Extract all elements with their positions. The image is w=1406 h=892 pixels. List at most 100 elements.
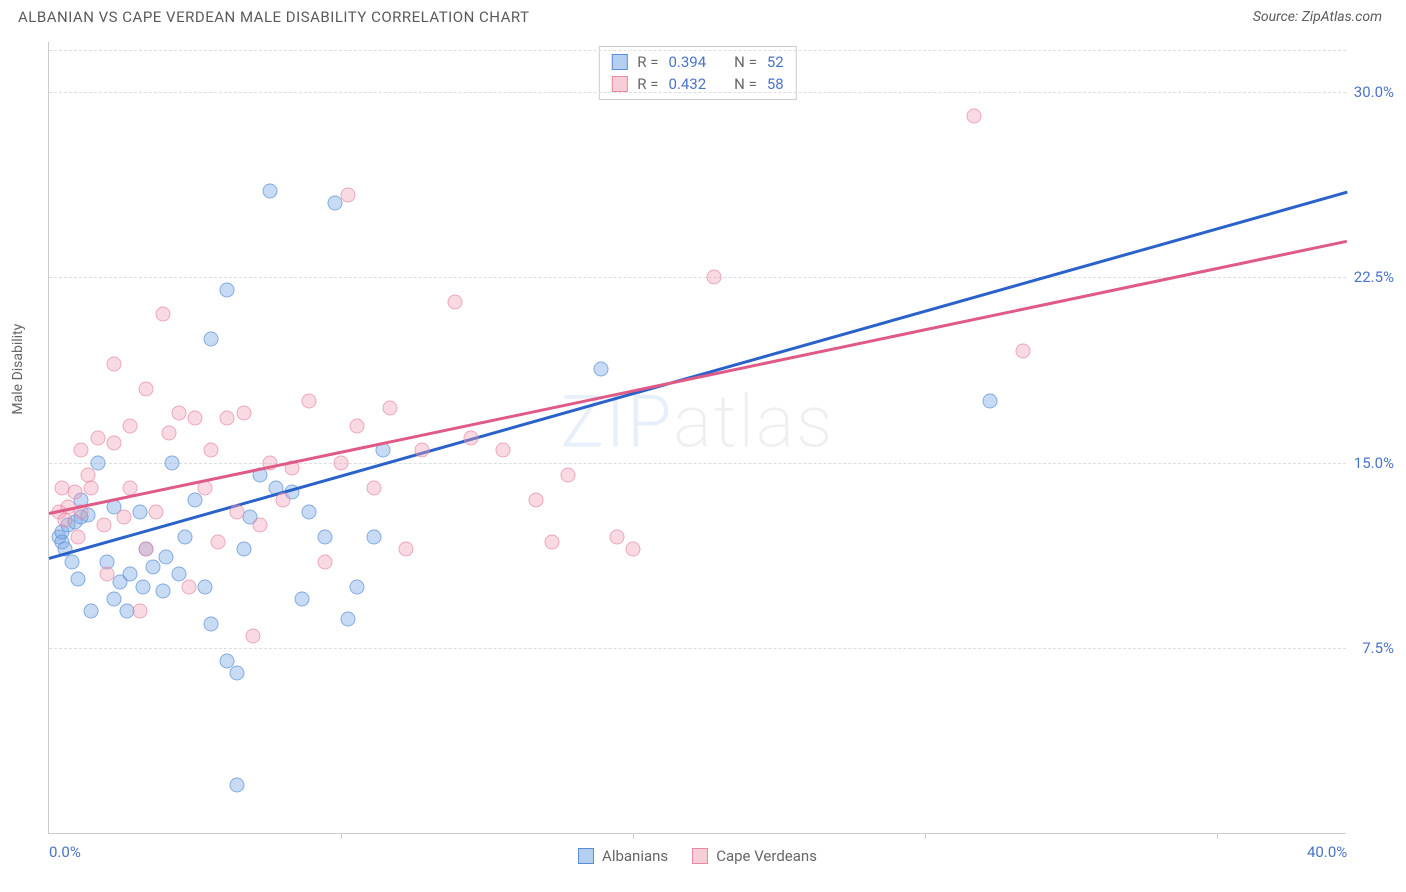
data-point [334,455,349,470]
data-point [609,530,624,545]
data-point [220,411,235,426]
gridline [49,277,1346,278]
data-point [301,505,316,520]
data-point [415,443,430,458]
data-point [171,406,186,421]
data-point [188,411,203,426]
data-point [366,530,381,545]
data-point [139,542,154,557]
data-point [350,418,365,433]
data-point [204,332,219,347]
data-point [561,468,576,483]
data-point [230,505,245,520]
data-point [236,406,251,421]
data-point [398,542,413,557]
watermark: ZIPatlas [561,379,834,464]
regression-line [49,240,1348,515]
x-tick [1217,833,1218,839]
y-tick-label: 15.0% [1354,454,1394,472]
data-point [220,282,235,297]
data-point [188,492,203,507]
data-point [340,611,355,626]
data-point [197,579,212,594]
data-point [447,294,462,309]
gridline [49,92,1346,93]
data-point [382,401,397,416]
x-tick-label: 40.0% [1307,843,1347,861]
data-point [528,492,543,507]
data-point [317,554,332,569]
data-point [90,431,105,446]
data-point [230,777,245,792]
data-point [158,549,173,564]
chart-container: Male Disability ZIPatlas R = 0.394 N = 5… [48,42,1388,862]
data-point [100,567,115,582]
data-point [301,393,316,408]
x-tick [633,833,634,839]
x-tick-label: 0.0% [49,843,81,861]
data-point [275,492,290,507]
data-point [544,534,559,549]
x-tick [341,833,342,839]
data-point [123,418,138,433]
data-point [132,604,147,619]
series-legend: Albanians Cape Verdeans [49,847,1346,865]
data-point [236,542,251,557]
data-point [230,666,245,681]
y-tick-label: 7.5% [1362,639,1394,657]
swatch-icon [611,76,627,92]
data-point [64,554,79,569]
data-point [366,480,381,495]
data-point [204,616,219,631]
data-point [71,530,86,545]
data-point [155,584,170,599]
chart-title: ALBANIAN VS CAPE VERDEAN MALE DISABILITY… [18,8,529,26]
data-point [106,591,121,606]
data-point [84,480,99,495]
data-point [350,579,365,594]
data-point [97,517,112,532]
data-point [252,517,267,532]
data-point [966,109,981,124]
data-point [983,393,998,408]
data-point [132,505,147,520]
gridline [49,463,1346,464]
data-point [136,579,151,594]
chart-header: ALBANIAN VS CAPE VERDEAN MALE DISABILITY… [0,0,1406,34]
data-point [90,455,105,470]
data-point [67,485,82,500]
data-point [106,356,121,371]
swatch-icon [692,848,708,864]
data-point [84,604,99,619]
legend-row-albanians: R = 0.394 N = 52 [611,51,783,73]
data-point [496,443,511,458]
data-point [123,567,138,582]
data-point [74,443,89,458]
data-point [210,534,225,549]
data-point [162,426,177,441]
data-point [626,542,641,557]
data-point [149,505,164,520]
y-tick-label: 22.5% [1354,268,1394,286]
data-point [295,591,310,606]
swatch-icon [578,848,594,864]
data-point [181,579,196,594]
data-point [106,435,121,450]
data-point [246,629,261,644]
data-point [165,455,180,470]
data-point [317,530,332,545]
data-point [340,188,355,203]
y-axis-label: Male Disability [10,324,26,415]
data-point [178,530,193,545]
legend-item-capeverdeans: Cape Verdeans [692,847,817,865]
data-point [1015,344,1030,359]
swatch-icon [611,54,627,70]
data-point [155,307,170,322]
data-point [204,443,219,458]
data-point [145,559,160,574]
data-point [71,572,86,587]
data-point [139,381,154,396]
chart-source: Source: ZipAtlas.com [1253,9,1382,25]
y-tick-label: 30.0% [1354,83,1394,101]
legend-item-albanians: Albanians [578,847,668,865]
